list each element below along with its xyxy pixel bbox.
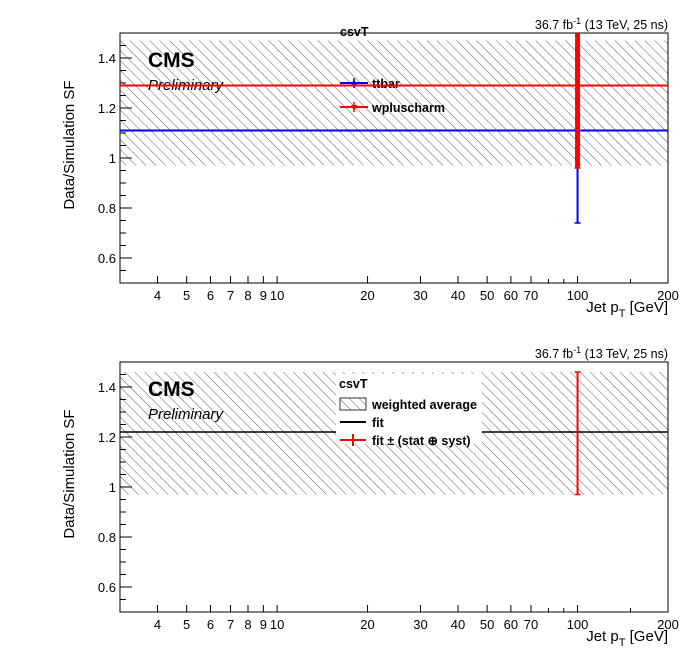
x-tick-label: 4 <box>154 288 161 303</box>
y-tick-label: 0.6 <box>98 580 116 595</box>
preliminary-label: Preliminary <box>148 406 225 423</box>
data-point-wpluscharm <box>575 83 581 88</box>
x-tick-label: 20 <box>360 617 374 632</box>
x-tick-label: 7 <box>227 288 234 303</box>
x-tick-label: 30 <box>413 288 427 303</box>
x-tick-label: 6 <box>207 617 214 632</box>
y-tick-label: 1.2 <box>98 430 116 445</box>
x-tick-label: 200 <box>657 288 679 303</box>
x-tick-label: 20 <box>360 288 374 303</box>
legend-marker-ttbar <box>351 79 357 85</box>
legend-label-0: weighted average <box>371 398 477 412</box>
x-tick-label: 10 <box>270 617 284 632</box>
legend-marker-wpluscharm <box>351 105 357 111</box>
y-tick-label: 0.8 <box>98 530 116 545</box>
top-panel: 4 5 6 7 8 9 10 20 30 40 50 60 70 100 200 0.6 0.8 1 1.2 1.4 D… <box>61 16 679 320</box>
x-tick-label: 7 <box>227 617 234 632</box>
x-tick-label: 8 <box>244 617 251 632</box>
x-tick-label: 8 <box>244 288 251 303</box>
x-tick-label: 60 <box>504 617 518 632</box>
x-tick-label: 200 <box>657 617 679 632</box>
legend-label-wpluscharm: wpluscharm <box>371 101 445 115</box>
lumi-label: 36.7 fb-1 (13 TeV, 25 ns) <box>535 345 668 361</box>
x-axis-label: Jet pT [GeV] <box>586 299 668 320</box>
legend-label-1: fit <box>372 416 385 430</box>
x-tick-label: 70 <box>524 288 538 303</box>
x-tick-label: 50 <box>480 617 494 632</box>
y-tick-label: 1.2 <box>98 101 116 116</box>
x-axis-label: Jet pT [GeV] <box>586 628 668 649</box>
y-axis-label: Data/Simulation SF <box>61 80 78 209</box>
x-tick-label: 5 <box>183 617 190 632</box>
legend-label-2: fit ± (stat ⊕ syst) <box>372 434 471 448</box>
bottom-panel: 4 5 6 7 8 9 10 20 30 40 50 60 70 100 200 0.6 0.8 1 1.2 1.4 D… <box>61 345 679 649</box>
x-tick-label: 4 <box>154 617 161 632</box>
x-tick-label: 100 <box>567 617 589 632</box>
x-tick-label: 70 <box>524 617 538 632</box>
lumi-label: 36.7 fb-1 (13 TeV, 25 ns) <box>535 16 668 32</box>
cms-label: CMS <box>148 378 195 401</box>
y-tick-label: 1.4 <box>98 380 116 395</box>
x-tick-label: 9 <box>260 617 267 632</box>
x-tick-label: 9 <box>260 288 267 303</box>
x-tick-label: 10 <box>270 288 284 303</box>
y-tick-label: 1 <box>109 480 116 495</box>
cms-label: CMS <box>148 49 195 72</box>
x-tick-label: 100 <box>567 288 589 303</box>
legend-title: csvT <box>339 377 368 391</box>
y-axis-label: Data/Simulation SF <box>61 409 78 538</box>
legend-title: csvT <box>340 25 369 39</box>
y-tick-label: 0.8 <box>98 201 116 216</box>
x-tick-label: 5 <box>183 288 190 303</box>
y-tick-label: 1 <box>109 151 116 166</box>
y-tick-label: 1.4 <box>98 51 116 66</box>
x-tick-label: 60 <box>504 288 518 303</box>
x-tick-label: 40 <box>451 617 465 632</box>
legend-swatch-weighted-average <box>339 397 367 411</box>
legend-label-ttbar: ttbar <box>372 77 400 91</box>
x-tick-label: 50 <box>480 288 494 303</box>
x-tick-label: 30 <box>413 617 427 632</box>
y-tick-label: 0.6 <box>98 251 116 266</box>
x-tick-label: 6 <box>207 288 214 303</box>
x-tick-label: 40 <box>451 288 465 303</box>
